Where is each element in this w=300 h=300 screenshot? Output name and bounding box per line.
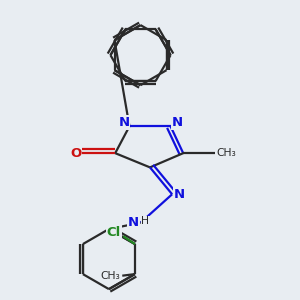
Text: CH₃: CH₃ <box>216 148 236 158</box>
Text: N: N <box>128 216 139 229</box>
Text: N: N <box>173 188 185 201</box>
Text: O: O <box>70 147 81 160</box>
Text: N: N <box>171 116 182 129</box>
Text: H: H <box>141 216 149 226</box>
Text: CH₃: CH₃ <box>100 271 120 281</box>
Text: Cl: Cl <box>106 226 121 239</box>
Text: N: N <box>118 116 130 129</box>
